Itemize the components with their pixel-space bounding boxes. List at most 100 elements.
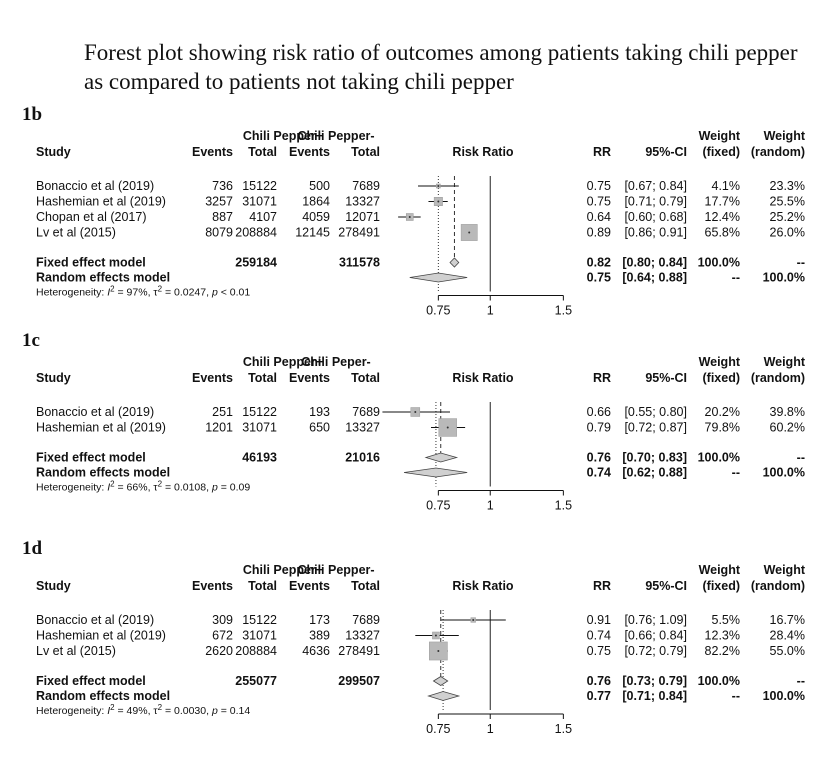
x-axis-tick-label: 0.75 [426,304,450,318]
fixed-weight-fixed: 100.0% [698,674,740,688]
header-ci: 95%-CI [645,371,687,385]
fixed-ctrl-total: 299507 [338,674,380,688]
x-axis-tick-label: 0.75 [426,722,450,736]
study-name: Chopan et al (2017) [36,210,147,224]
study-point [447,427,449,429]
study-weight-fixed: 20.2% [705,405,740,419]
header-weight-random: Weight [764,129,806,143]
study-point [437,201,439,203]
fixed-ctrl-total: 311578 [339,256,380,270]
random-model-label: Random effects model [36,271,170,285]
study-point [409,216,411,218]
exp-events: 736 [212,179,233,193]
fixed-ci: [0.80; 0.84] [622,256,687,270]
exp-total: 31071 [242,195,277,209]
header-random: (random) [751,145,805,159]
header-risk-ratio: Risk Ratio [452,371,513,385]
fixed-weight-random: -- [797,674,805,688]
header-study: Study [36,371,71,385]
header-ci: 95%-CI [645,579,687,593]
study-point [437,185,439,187]
fixed-model-label: Fixed effect model [36,256,146,270]
exp-events: 672 [212,629,233,643]
fixed-rr: 0.76 [587,451,611,465]
study-rr: 0.91 [587,613,611,627]
random-ci: [0.71; 0.84] [622,689,687,703]
header-study: Study [36,145,71,159]
header-random: (random) [751,371,805,385]
header-ctrl-total: Total [351,145,380,159]
exp-total: 15122 [242,613,277,627]
ctrl-total: 7689 [352,613,380,627]
exp-events: 887 [212,210,233,224]
ctrl-events: 1864 [302,195,330,209]
fixed-ctrl-total: 21016 [345,451,380,465]
header-rr: RR [593,579,611,593]
header-ctrl-events: Events [289,371,330,385]
panel-label-1b: 1b [22,104,42,126]
study-weight-fixed: 79.8% [705,421,740,435]
study-ci: [0.71; 0.79] [624,195,687,209]
x-axis-tick-label: 1 [487,499,494,513]
fixed-effect-diamond [450,258,459,267]
exp-events: 309 [212,613,233,627]
x-axis-tick-label: 1.5 [555,499,572,513]
study-weight-fixed: 5.5% [712,613,741,627]
header-rr: RR [593,145,611,159]
panel-label-1c: 1c [22,330,40,352]
ctrl-total: 7689 [352,179,380,193]
study-weight-fixed: 12.3% [705,629,740,643]
fixed-weight-fixed: 100.0% [698,256,740,270]
header-ctrl-group: Chili Pepper- [297,129,374,143]
study-weight-fixed: 12.4% [705,210,740,224]
study-ci: [0.72; 0.79] [624,644,687,658]
study-weight-random: 26.0% [770,226,805,240]
study-ci: [0.72; 0.87] [624,421,687,435]
fixed-weight-random: -- [797,451,805,465]
fixed-effect-diamond [433,677,447,686]
header-ctrl-total: Total [351,579,380,593]
ctrl-total: 13327 [345,421,380,435]
heterogeneity-text: Heterogeneity: I2 = 97%, τ2 = 0.0247, p … [36,285,250,299]
study-name: Lv et al (2015) [36,644,116,658]
study-name: Bonaccio et al (2019) [36,613,154,627]
random-weight-fixed: -- [732,271,740,285]
random-effect-diamond [404,468,467,477]
exp-total: 31071 [242,421,277,435]
exp-events: 2620 [205,644,233,658]
heterogeneity-text: Heterogeneity: I2 = 49%, τ2 = 0.0030, p … [36,703,250,717]
ctrl-total: 12071 [345,210,380,224]
exp-events: 8079 [205,226,233,240]
header-weight-random: Weight [764,355,806,369]
study-name: Lv et al (2015) [36,226,116,240]
random-model-label: Random effects model [36,466,170,480]
fixed-model-label: Fixed effect model [36,451,146,465]
random-effect-diamond [410,273,467,282]
study-weight-fixed: 82.2% [705,644,740,658]
study-name: Hashemian et al (2019) [36,195,166,209]
study-weight-fixed: 17.7% [705,195,740,209]
study-rr: 0.75 [587,179,611,193]
header-study: Study [36,579,71,593]
fixed-ci: [0.70; 0.83] [622,451,687,465]
header-weight-fixed: Weight [699,355,741,369]
study-ci: [0.55; 0.80] [624,405,687,419]
study-weight-random: 16.7% [770,613,805,627]
ctrl-total: 278491 [338,226,380,240]
header-random: (random) [751,579,805,593]
ctrl-total: 7689 [352,405,380,419]
study-weight-random: 25.5% [770,195,805,209]
header-ci: 95%-CI [645,145,687,159]
study-weight-random: 60.2% [770,421,805,435]
header-ctrl-group: Chili Pepper- [297,563,374,577]
exp-events: 3257 [205,195,233,209]
header-risk-ratio: Risk Ratio [452,145,513,159]
study-point [414,411,416,413]
exp-total: 208884 [235,226,277,240]
header-fixed: (fixed) [703,579,741,593]
ctrl-events: 173 [309,613,330,627]
panel-label-1d: 1d [22,538,42,560]
study-weight-random: 23.3% [770,179,805,193]
header-weight-random: Weight [764,563,806,577]
study-weight-fixed: 4.1% [712,179,741,193]
